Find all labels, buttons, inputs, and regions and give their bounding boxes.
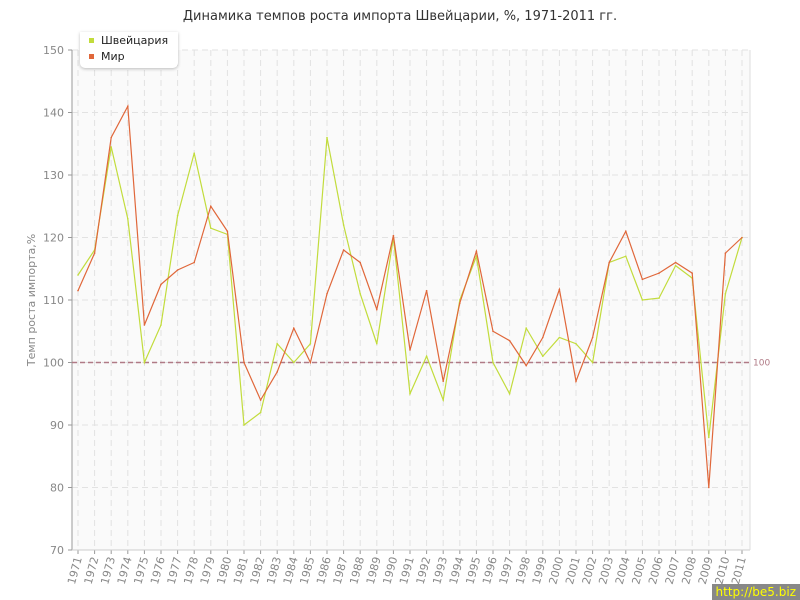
legend-swatch [89, 53, 94, 59]
data-point [176, 269, 179, 271]
data-point [591, 336, 594, 339]
legend-item-world[interactable]: Мир [80, 48, 178, 64]
data-point [542, 355, 544, 358]
data-point [309, 342, 312, 345]
data-point [110, 136, 112, 139]
data-point [160, 324, 162, 326]
data-point [575, 342, 577, 345]
data-point [724, 292, 727, 295]
data-point [309, 361, 312, 364]
data-point [143, 324, 146, 326]
data-point [442, 380, 445, 383]
data-point [210, 205, 212, 208]
data-point [658, 272, 660, 274]
y-tick-label: 150 [43, 44, 64, 57]
data-point [741, 236, 743, 239]
data-point [591, 361, 594, 364]
data-point [143, 361, 146, 364]
data-point [442, 399, 445, 401]
data-point [558, 336, 561, 339]
legend-label: Мир [101, 49, 125, 63]
data-point [691, 272, 693, 274]
y-tick-label: 140 [43, 107, 64, 120]
data-point [525, 327, 527, 329]
data-point [708, 486, 710, 489]
data-point [243, 361, 245, 364]
data-point [625, 230, 627, 233]
data-point [409, 349, 411, 351]
data-point [508, 339, 511, 342]
data-point [77, 289, 79, 292]
y-tick-label: 90 [50, 419, 64, 432]
data-point [127, 105, 129, 108]
data-point [127, 217, 129, 220]
data-point [210, 227, 212, 229]
data-point [475, 250, 478, 253]
y-axis-label: Темп роста импорта,% [25, 234, 38, 367]
y-tick-label: 130 [43, 169, 64, 182]
data-point [259, 399, 262, 401]
legend-label: Швейцария [101, 33, 169, 47]
legend-swatch [89, 37, 94, 43]
legend-item-switzerland[interactable]: Швейцария [80, 32, 178, 48]
reference-line-label: 100 [753, 359, 770, 369]
y-tick-label: 80 [50, 482, 64, 495]
data-point [160, 283, 162, 286]
data-point [708, 436, 710, 439]
data-point [293, 327, 295, 329]
data-point [226, 230, 229, 233]
watermark[interactable]: http://be5.biz [711, 584, 800, 600]
data-point [110, 146, 112, 148]
data-point [276, 371, 279, 373]
data-point [392, 234, 395, 237]
data-point [409, 392, 411, 395]
legend: Швейцария Мир [80, 32, 178, 68]
data-point [492, 361, 494, 364]
data-point [425, 289, 428, 292]
data-point [359, 261, 362, 264]
data-point [376, 308, 378, 311]
x-tick-label: 2011 [729, 555, 749, 585]
data-point [259, 411, 262, 414]
data-point [575, 380, 577, 383]
data-point [625, 255, 627, 258]
data-point [243, 424, 245, 426]
data-point [293, 361, 295, 364]
data-point [276, 342, 279, 345]
data-point [459, 302, 461, 304]
data-point [359, 292, 362, 295]
y-tick-label: 110 [43, 294, 64, 307]
data-point [542, 336, 544, 339]
data-point [658, 297, 660, 299]
data-point [193, 152, 195, 154]
data-point [641, 278, 644, 281]
data-point [425, 355, 428, 358]
data-point [77, 274, 79, 276]
data-point [724, 252, 727, 254]
data-point [608, 261, 610, 264]
data-point [492, 330, 494, 333]
data-point [558, 288, 561, 291]
data-point [93, 252, 96, 254]
data-point [641, 299, 644, 301]
data-point [376, 342, 378, 345]
data-point [342, 249, 345, 251]
y-tick-label: 100 [43, 357, 64, 370]
data-point [193, 261, 195, 264]
data-point [525, 364, 527, 367]
data-point [176, 214, 179, 217]
data-point [342, 224, 345, 226]
y-tick-label: 70 [50, 544, 64, 557]
chart-title: Динамика темпов роста импорта Швейцарии,… [182, 9, 618, 24]
y-tick-label: 120 [43, 232, 64, 245]
data-point [674, 261, 677, 264]
data-point [674, 264, 677, 267]
data-point [326, 292, 328, 295]
data-point [326, 136, 328, 139]
data-point [508, 392, 511, 395]
